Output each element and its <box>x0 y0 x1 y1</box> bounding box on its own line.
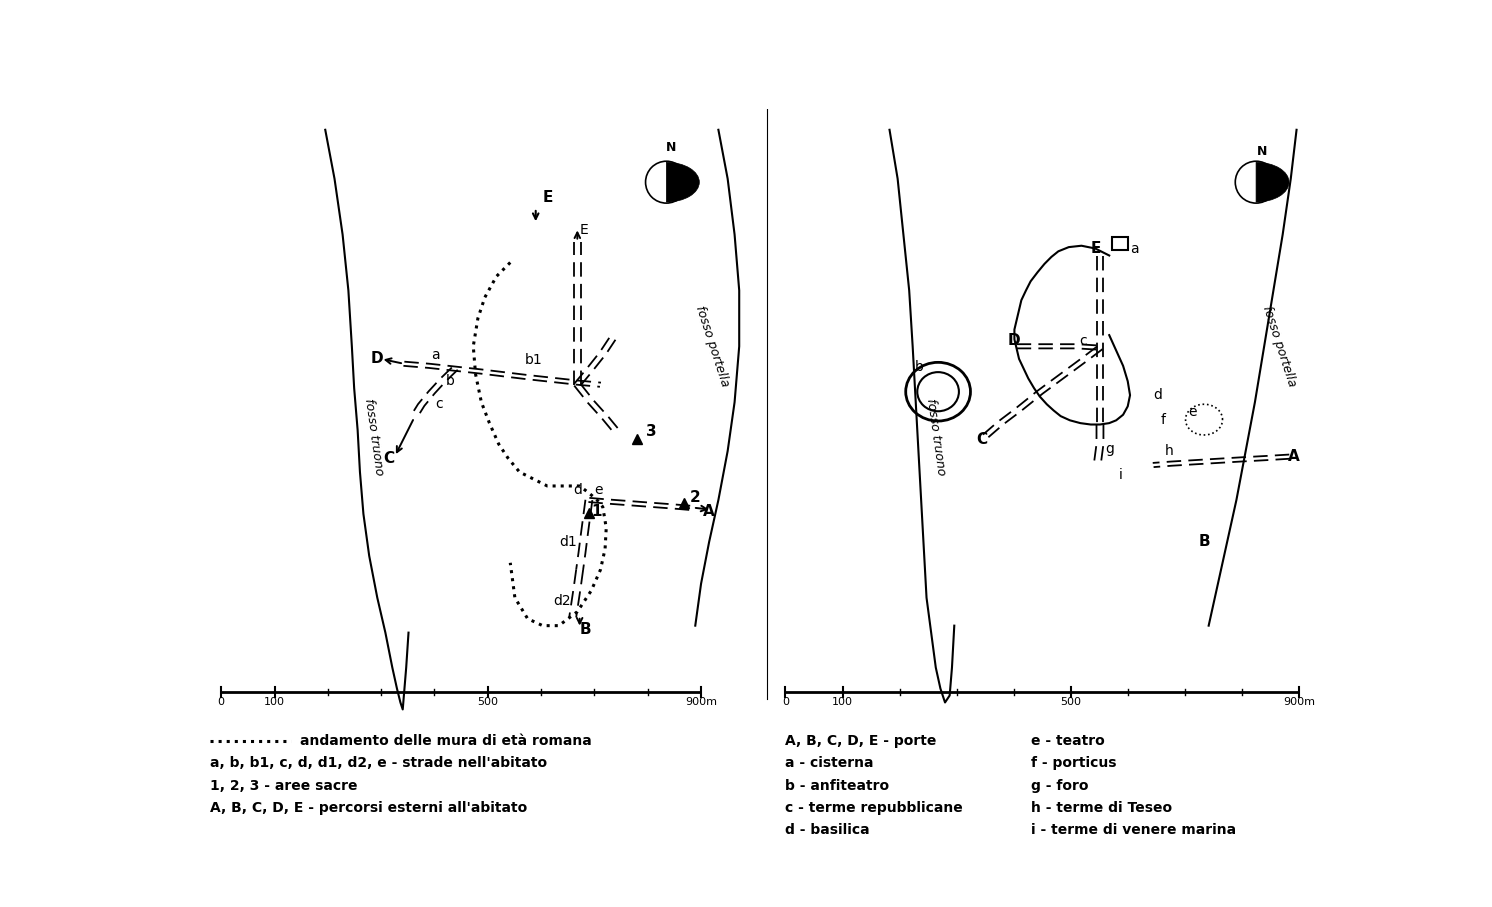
Text: fosso truono: fosso truono <box>924 398 947 476</box>
Text: e: e <box>594 483 603 497</box>
Text: E: E <box>1091 241 1101 256</box>
Text: C: C <box>383 451 394 465</box>
Text: A: A <box>1289 449 1300 464</box>
Text: b1: b1 <box>525 353 542 367</box>
Text: f - porticus: f - porticus <box>1031 756 1116 770</box>
Text: 100: 100 <box>833 697 853 707</box>
Text: i: i <box>1119 468 1122 482</box>
Text: b: b <box>915 360 924 375</box>
Text: E: E <box>543 190 554 205</box>
Text: i - terme di venere marina: i - terme di venere marina <box>1031 824 1235 837</box>
Text: 500: 500 <box>477 697 498 707</box>
Text: A, B, C, D, E - porte: A, B, C, D, E - porte <box>785 734 937 748</box>
Text: 500: 500 <box>1061 697 1082 707</box>
Text: e: e <box>1188 405 1197 419</box>
Text: e - teatro: e - teatro <box>1031 734 1104 748</box>
Text: 100: 100 <box>264 697 285 707</box>
Text: b - anfiteatro: b - anfiteatro <box>785 778 889 793</box>
Text: h - terme di Teseo: h - terme di Teseo <box>1031 801 1171 814</box>
Text: c - terme repubblicane: c - terme repubblicane <box>785 801 964 814</box>
Text: 900m: 900m <box>685 697 718 707</box>
Text: 3: 3 <box>646 424 656 439</box>
Text: a - cisterna: a - cisterna <box>785 756 874 770</box>
Text: g - foro: g - foro <box>1031 778 1088 793</box>
Text: d1: d1 <box>560 535 577 549</box>
Text: a: a <box>431 347 440 362</box>
Text: 2: 2 <box>689 490 701 504</box>
Text: d: d <box>1153 388 1162 402</box>
Text: N: N <box>1256 145 1267 158</box>
Text: D: D <box>1009 333 1021 348</box>
Text: 1, 2, 3 - aree sacre: 1, 2, 3 - aree sacre <box>209 778 357 793</box>
Text: h: h <box>1165 444 1174 458</box>
Text: fosso portella: fosso portella <box>1259 304 1298 388</box>
Wedge shape <box>667 162 700 202</box>
Text: 0: 0 <box>782 697 789 707</box>
Text: fosso truono: fosso truono <box>363 398 385 476</box>
Text: fosso portella: fosso portella <box>694 304 733 388</box>
Text: andamento delle mura di età romana: andamento delle mura di età romana <box>300 734 591 748</box>
Text: d - basilica: d - basilica <box>785 824 870 837</box>
Text: C: C <box>976 432 988 446</box>
Text: D: D <box>372 351 383 366</box>
Text: 0: 0 <box>218 697 225 707</box>
Bar <box>1112 238 1128 250</box>
Text: B: B <box>579 621 591 637</box>
Text: a, b, b1, c, d, d1, d2, e - strade nell'abitato: a, b, b1, c, d, d1, d2, e - strade nell'… <box>209 756 546 770</box>
Wedge shape <box>1256 162 1289 202</box>
Text: b: b <box>446 375 455 388</box>
Text: c: c <box>434 397 443 411</box>
Text: A, B, C, D, E - percorsi esterni all'abitato: A, B, C, D, E - percorsi esterni all'abi… <box>209 801 527 814</box>
Text: f: f <box>1161 413 1167 426</box>
Text: N: N <box>665 141 676 154</box>
Text: g: g <box>1104 442 1113 456</box>
Text: c: c <box>1079 334 1086 347</box>
Text: A: A <box>703 503 715 519</box>
Text: d2: d2 <box>554 594 571 609</box>
Text: a: a <box>1131 241 1138 256</box>
Text: B: B <box>1198 534 1210 550</box>
Text: 1: 1 <box>592 504 603 520</box>
Text: d: d <box>573 483 582 497</box>
Text: 900m: 900m <box>1283 697 1314 707</box>
Text: E: E <box>580 223 589 238</box>
